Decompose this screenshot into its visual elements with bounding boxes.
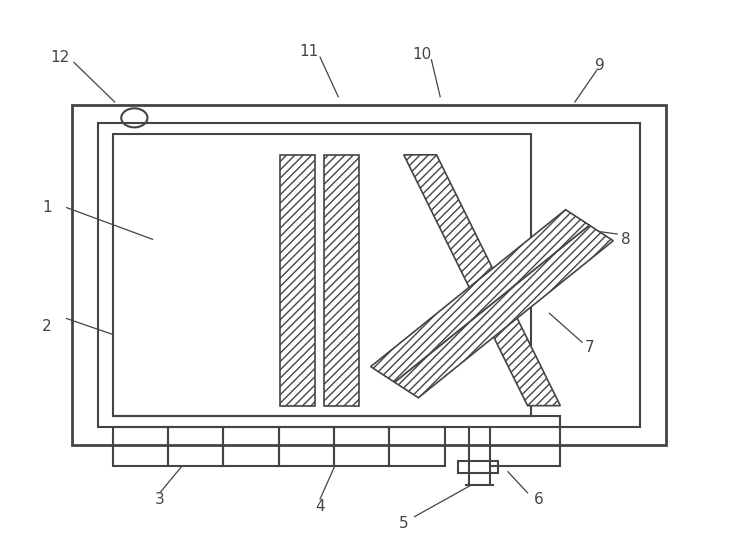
- Text: 10: 10: [413, 47, 432, 62]
- Bar: [324, 155, 358, 405]
- Bar: [113, 134, 531, 416]
- Text: 8: 8: [621, 232, 631, 247]
- Bar: [73, 105, 666, 446]
- Bar: [390, 427, 444, 467]
- Bar: [278, 427, 334, 467]
- Bar: [459, 461, 499, 473]
- Text: 3: 3: [155, 492, 165, 507]
- Text: 5: 5: [399, 516, 409, 531]
- Polygon shape: [395, 225, 613, 398]
- Bar: [223, 427, 278, 467]
- Polygon shape: [404, 155, 560, 405]
- Bar: [280, 155, 315, 405]
- Bar: [113, 427, 168, 467]
- Polygon shape: [371, 210, 589, 382]
- Bar: [98, 123, 640, 427]
- Text: 2: 2: [42, 319, 52, 334]
- Text: 7: 7: [585, 340, 594, 355]
- Bar: [168, 427, 223, 467]
- Text: 9: 9: [596, 57, 605, 73]
- Text: 4: 4: [315, 499, 325, 513]
- Text: 12: 12: [50, 50, 70, 64]
- Bar: [334, 427, 390, 467]
- Text: 6: 6: [533, 492, 543, 507]
- Text: 1: 1: [42, 200, 52, 215]
- Text: 11: 11: [300, 44, 319, 59]
